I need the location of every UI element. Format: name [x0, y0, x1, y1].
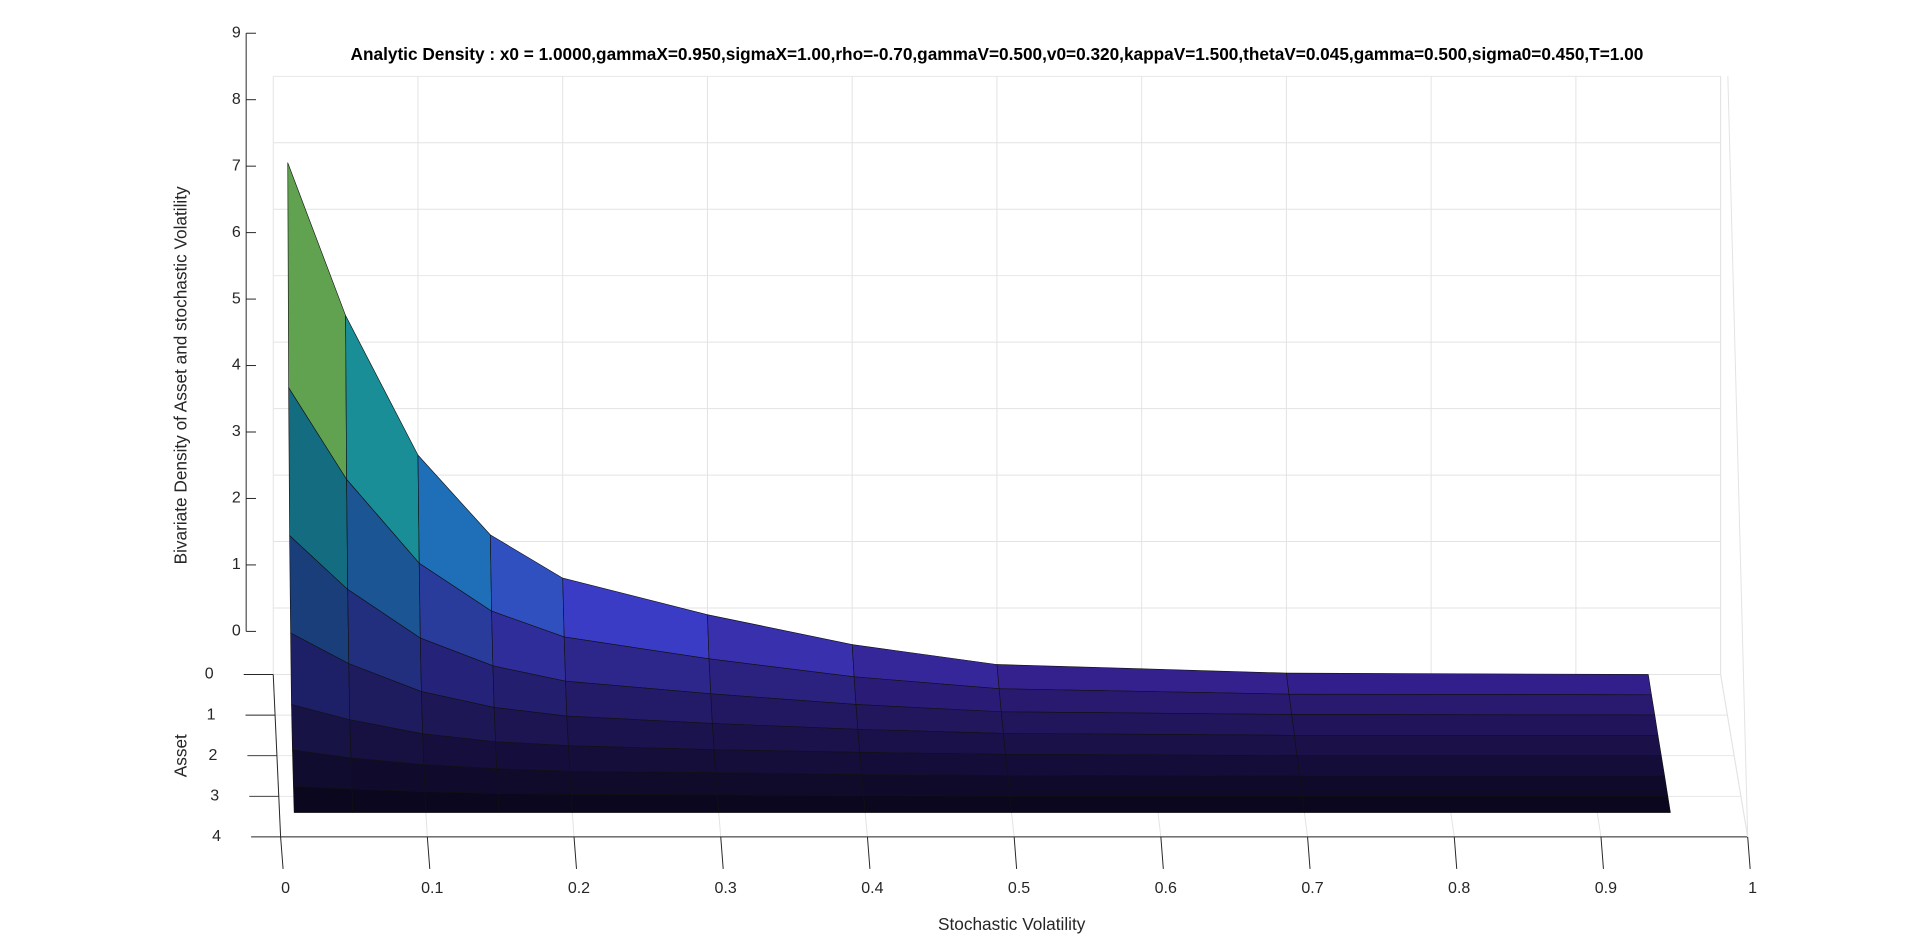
surface-cell	[1003, 733, 1298, 756]
x-tick-label: 0.4	[861, 880, 883, 897]
surface-cell	[293, 786, 354, 813]
surface-cell	[423, 764, 499, 794]
surface-cell	[1286, 672, 1652, 696]
x-tick	[1600, 836, 1604, 869]
x-tick	[866, 836, 871, 869]
surface-cell	[713, 749, 863, 775]
axes: 0 0.1 0.2 0.3 0.4 0.5 0.6 0.7 0.8 0.9 1 0 1 2 3 4 0 1 2 3 4 5…	[205, 24, 1757, 896]
surface-cell	[1296, 755, 1665, 777]
x-tick	[1013, 836, 1018, 869]
x-tick	[1453, 836, 1458, 869]
x-tick	[573, 836, 577, 869]
x-tick-label: 0	[281, 880, 290, 897]
x-tick-label: 0.6	[1155, 880, 1177, 897]
box-edge	[1720, 674, 1749, 838]
x-tick	[1307, 836, 1311, 869]
surface-cell	[1301, 796, 1671, 813]
x-tick-label: 0.5	[1008, 880, 1030, 897]
surface-cell	[424, 791, 500, 813]
y-tick-label: 3	[210, 788, 219, 805]
surface-cell	[717, 794, 866, 813]
surface-cell	[1288, 693, 1656, 716]
surface-cell	[1299, 775, 1669, 797]
x-tick	[720, 836, 724, 869]
surface-cell	[495, 741, 571, 772]
x-tick-label: 0.8	[1448, 880, 1470, 897]
surface-cell	[1000, 711, 1295, 736]
axis-line	[272, 674, 282, 837]
x-tick	[426, 836, 431, 869]
x-tick	[1160, 836, 1164, 869]
surface-cell	[496, 768, 572, 795]
x-tick-label: 0.2	[568, 880, 590, 897]
surface-cell	[861, 774, 1011, 797]
z-tick-label: 3	[232, 423, 241, 440]
surface-cell	[863, 795, 1012, 813]
surface-cell	[351, 788, 427, 813]
surface-cell	[857, 729, 1006, 755]
z-tick-label: 5	[232, 290, 241, 307]
surface-cell	[1009, 796, 1305, 813]
x-tick-label: 0.7	[1301, 880, 1323, 897]
x-tick	[280, 836, 284, 869]
y-tick-label: 2	[208, 747, 217, 764]
surface-cell	[569, 771, 718, 796]
y-axis-label: Asset	[171, 734, 191, 777]
z-tick-label: 2	[232, 490, 241, 507]
z-tick-label: 9	[232, 24, 241, 41]
x-tick-label: 0.1	[421, 880, 443, 897]
surface-cell	[1291, 714, 1659, 736]
box-edge	[1727, 76, 1749, 837]
z-tick-label: 0	[232, 623, 241, 640]
z-tick-label: 8	[232, 91, 241, 108]
y-tick-label: 4	[212, 828, 221, 845]
z-tick-label: 6	[232, 224, 241, 241]
z-axis-label: Bivariate Density of Asset and stochasti…	[171, 186, 191, 564]
surface-cell	[568, 745, 716, 773]
chart-title: Analytic Density : x0 = 1.0000,gammaX=0.…	[351, 44, 1644, 64]
z-tick-label: 1	[232, 556, 241, 573]
x-tick	[1747, 836, 1751, 869]
z-tick-label: 4	[232, 357, 241, 374]
surface-cell	[859, 752, 1009, 776]
surface-cell	[1007, 775, 1303, 797]
surface-cell	[497, 793, 573, 813]
y-tick-label: 1	[207, 706, 216, 723]
x-tick-label: 0.9	[1595, 880, 1617, 897]
y-tick-label: 0	[205, 666, 214, 683]
surface-cell	[715, 772, 864, 796]
surface-cell	[1005, 754, 1300, 777]
surface-cell	[1294, 735, 1662, 756]
x-tick-label: 1	[1748, 880, 1757, 897]
x-tick-label: 0.3	[715, 880, 737, 897]
x-axis-label: Stochastic Volatility	[938, 914, 1086, 934]
surface	[287, 162, 1671, 813]
surface-cell	[570, 794, 720, 813]
z-tick-label: 7	[232, 157, 241, 174]
